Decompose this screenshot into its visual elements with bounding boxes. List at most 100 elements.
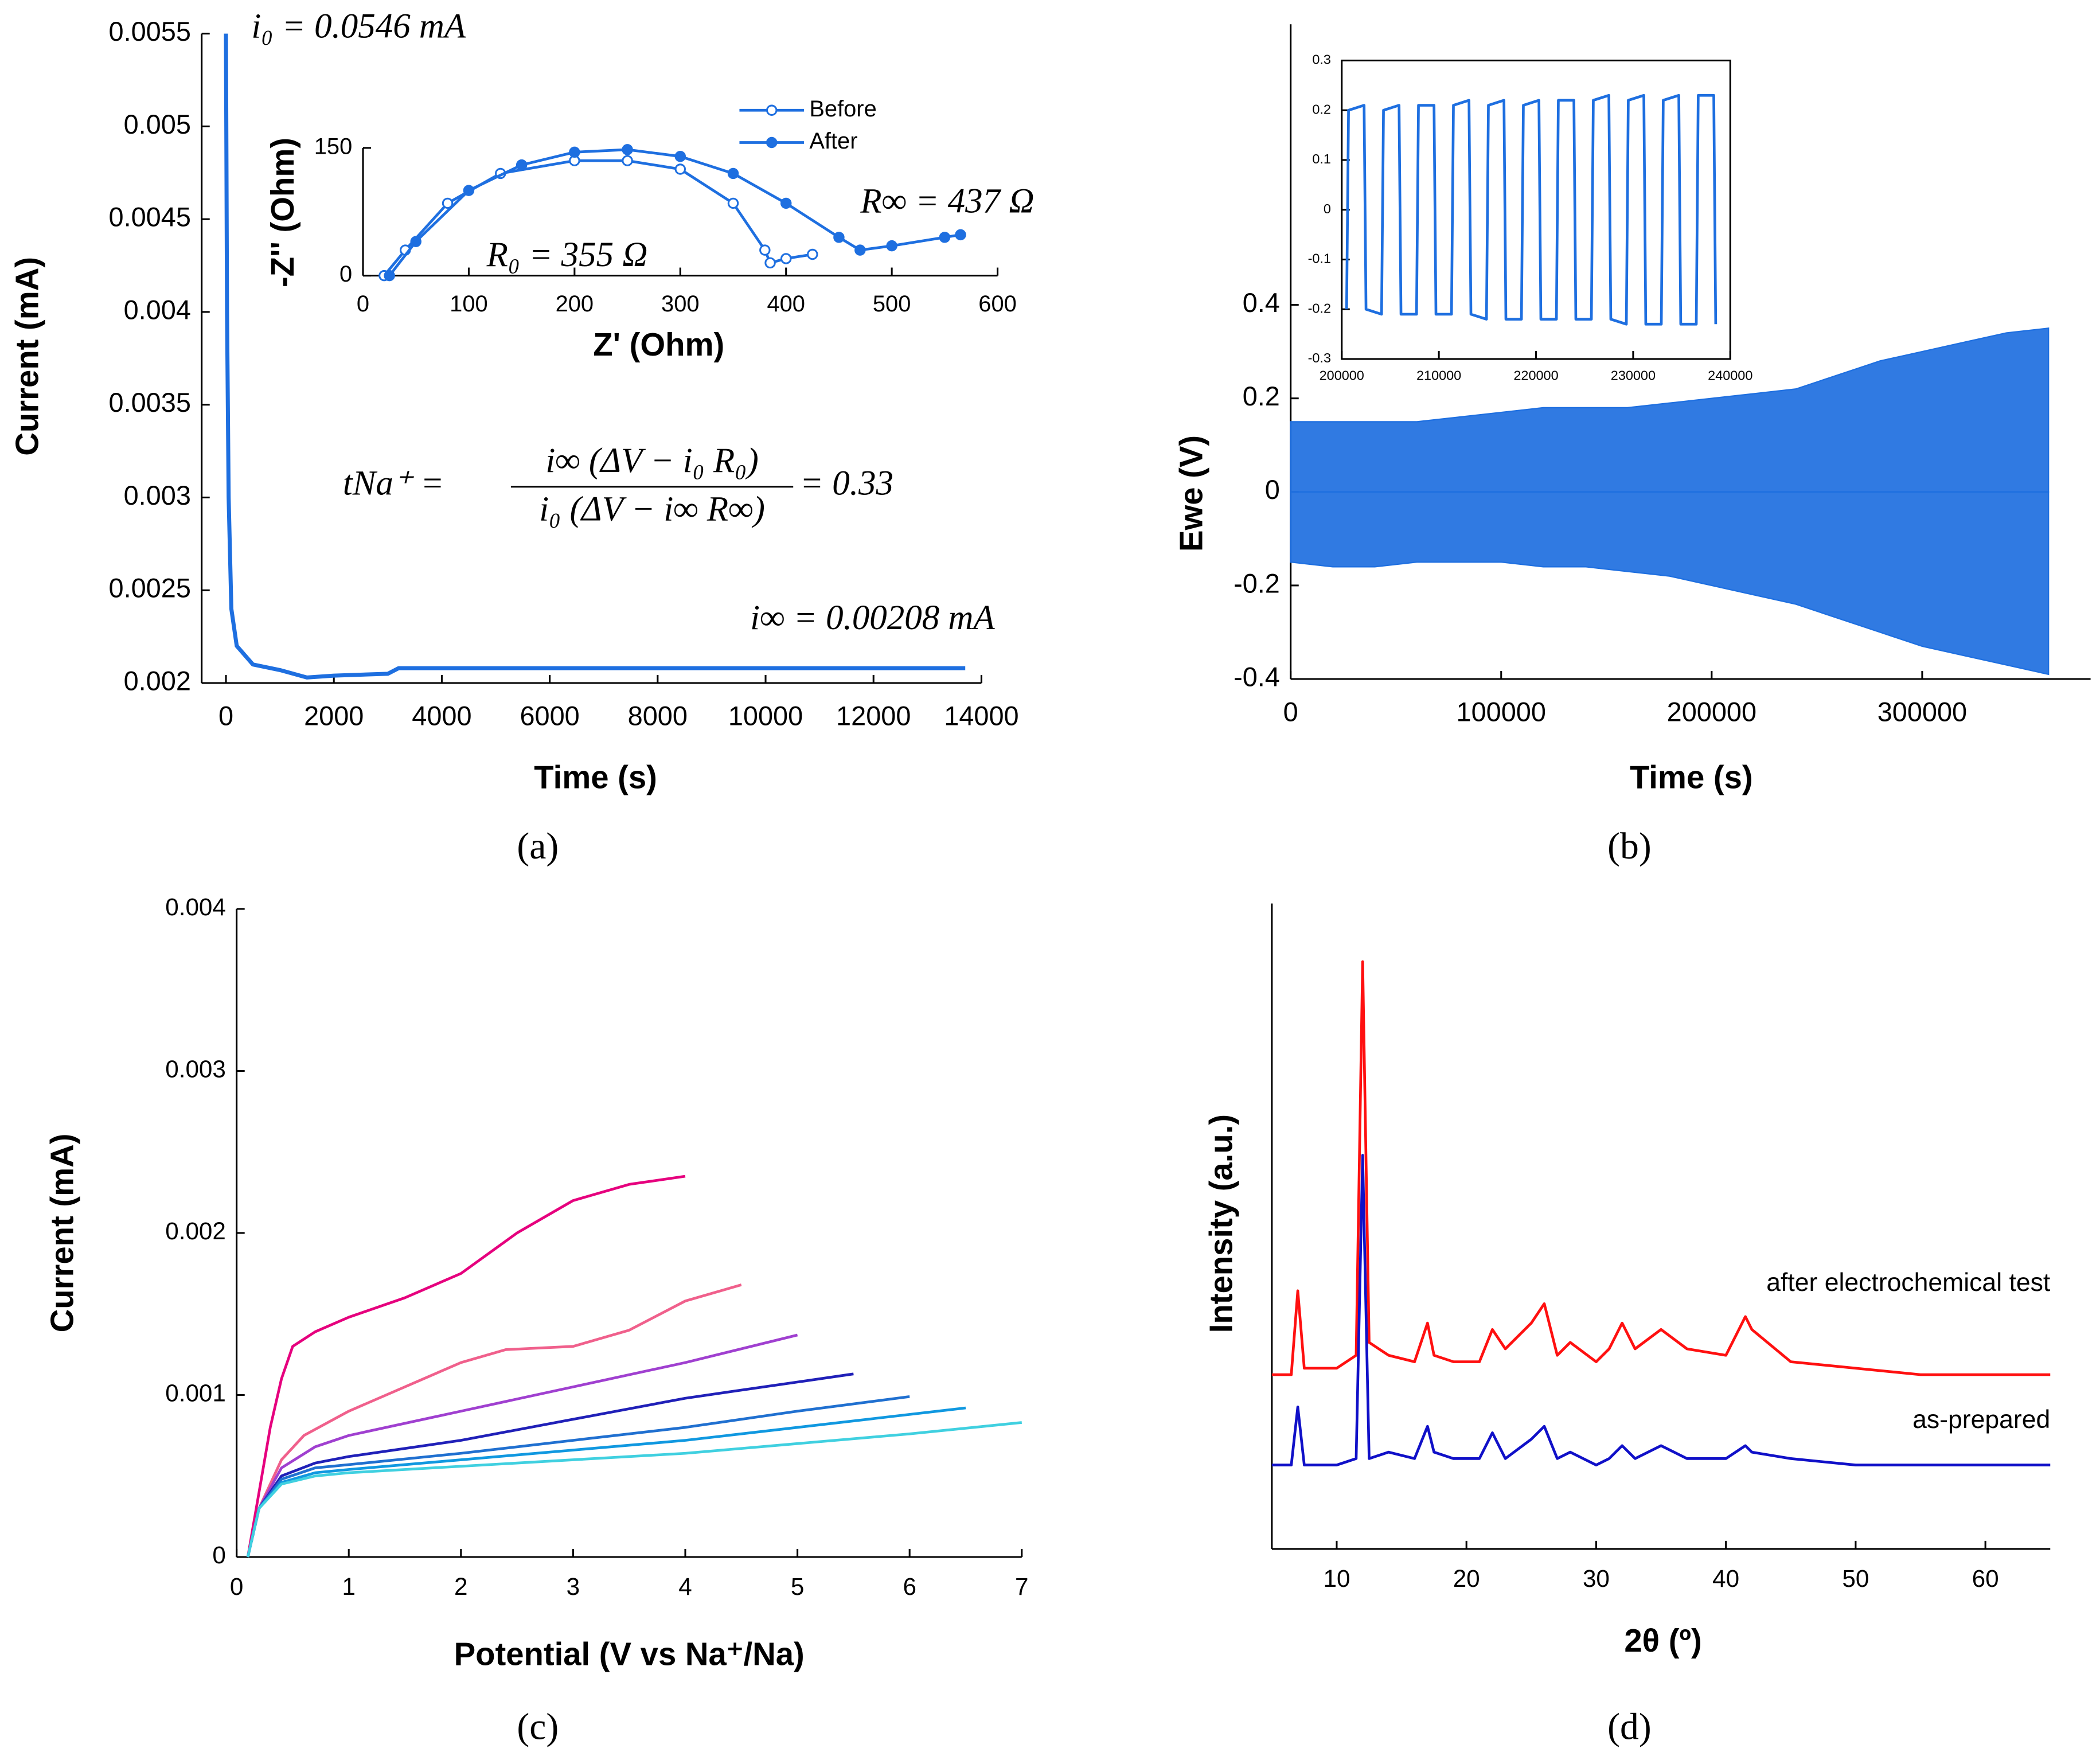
series-line [246,1283,742,1558]
y-tick-label: 0.2 [1312,102,1331,116]
x-tick-label: 3 [567,1573,580,1600]
x-tick-label: 20 [1453,1565,1480,1592]
data-point [833,232,845,243]
y-tick-label: 0.3 [1312,52,1331,67]
x-tick-label: 210000 [1416,368,1461,383]
series-label: as-prepared [1912,1406,2050,1434]
series-line [1271,960,2051,1376]
data-point [727,197,739,209]
y-tick-label: -0.4 [1234,662,1280,692]
legend-marker [766,104,778,116]
y-tick-label: 0.0055 [109,17,191,46]
signal-band [1290,327,2050,493]
y-axis-label: Intensity (a.u.) [1203,1114,1239,1333]
y-tick-label: 0.2 [1243,381,1280,411]
x-tick-label: 5 [791,1573,804,1600]
annotation: R∞ = 437 Ω [860,182,1034,220]
x-tick-label: 4000 [412,701,471,731]
data-point [780,253,792,264]
x-tick-label: 300 [661,291,699,317]
x-tick-label: 200000 [1667,697,1756,727]
x-tick-label: 30 [1583,1565,1610,1592]
y-tick-label: 0.0035 [109,388,191,417]
x-tick-label: 2 [454,1573,467,1600]
y-tick-label: 0 [1265,475,1280,505]
x-tick-label: 1 [342,1573,355,1600]
y-tick-label: -0.2 [1234,568,1280,598]
data-point [622,144,633,155]
x-tick-label: 7 [1015,1573,1028,1600]
panel-caption: (c) [517,1707,559,1748]
formula-numerator: i∞ (ΔV − i₀ R₀) [545,442,758,480]
y-tick-label: -0.1 [1308,251,1331,266]
annotation: i₀ = 0.0546 mA [251,7,466,46]
data-point [463,185,475,196]
x-axis-label: Time (s) [1630,759,1753,795]
x-tick-label: 0 [357,291,369,317]
data-point [939,232,951,243]
y-tick-label: 150 [314,134,352,159]
series-line [246,1421,1022,1558]
y-tick-label: 0.003 [165,1056,226,1083]
y-tick-label: 0.005 [124,110,191,139]
x-tick-label: 200 [556,291,594,317]
formula-lhs: tNa⁺ = [343,465,444,503]
y-tick-label: 0.0045 [109,202,191,232]
x-tick-label: 14000 [944,701,1018,731]
x-tick-label: 240000 [1708,368,1752,383]
x-tick-label: 500 [873,291,911,317]
x-tick-label: 60 [1972,1565,1999,1592]
legend-label: After [809,128,857,154]
y-tick-label: -0.3 [1308,350,1331,365]
data-point [674,151,686,162]
formula-result: = 0.33 [800,465,893,503]
x-tick-label: 600 [978,291,1016,317]
y-axis-label: -Z'' (Ohm) [264,138,300,287]
series-line [246,1395,910,1558]
panel-caption: (a) [517,826,559,867]
y-tick-label: 0.001 [165,1380,226,1407]
y-tick-label: 0.002 [165,1218,226,1244]
series-line [246,1406,966,1558]
x-axis-label: 2θ (º) [1624,1622,1701,1659]
x-tick-label: 12000 [836,701,911,731]
data-point [569,146,580,158]
x-tick-label: 8000 [628,701,688,731]
x-tick-label: 40 [1712,1565,1739,1592]
x-tick-label: 6 [903,1573,916,1600]
x-axis-label: Time (s) [534,759,657,795]
y-tick-label: 0 [1324,201,1331,216]
data-point [780,197,792,209]
y-axis-label: Ewe (V) [1173,435,1209,552]
y-axis-label: Current (mA) [44,1134,80,1333]
series-line [246,1333,798,1558]
y-tick-label: 0 [339,262,352,287]
legend-marker [766,136,778,149]
y-tick-label: 0.4 [1243,288,1280,318]
y-tick-label: -0.2 [1308,301,1331,315]
data-point [384,270,395,282]
data-point [854,244,866,256]
x-axis-label: Potential (V vs Na⁺/Na) [454,1636,805,1672]
data-point [674,163,686,175]
panel-caption: (d) [1607,1707,1652,1748]
signal-band [1290,491,2050,676]
y-tick-label: 0.004 [124,295,191,325]
annotation: R₀ = 355 Ω [486,236,648,274]
x-tick-label: 0 [218,701,233,731]
y-tick-label: 0.0025 [109,573,191,603]
x-tick-label: 220000 [1513,368,1558,383]
x-tick-label: 400 [767,291,805,317]
y-tick-label: 0.004 [165,893,226,920]
series-label: after electrochemical test [1766,1269,2051,1297]
series-line [246,1174,686,1558]
data-point [955,229,966,241]
data-point [727,167,739,179]
annotation: i∞ = 0.00208 mA [750,599,995,637]
x-tick-label: 4 [678,1573,692,1600]
x-tick-label: 2000 [304,701,364,731]
data-point [764,257,776,269]
x-tick-label: 50 [1842,1565,1869,1592]
y-tick-label: 0.003 [124,481,191,510]
